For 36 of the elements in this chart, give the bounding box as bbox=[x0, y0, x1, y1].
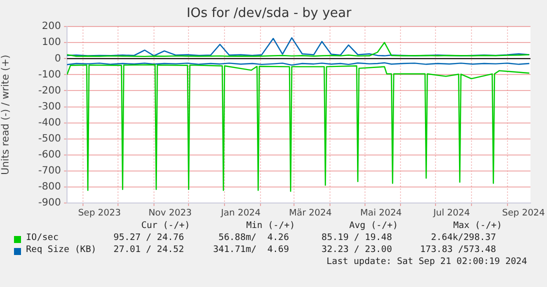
x-tick-label: Jul 2024 bbox=[432, 208, 470, 219]
text: Max (-/+) bbox=[453, 221, 502, 231]
legend-label: IO/sec bbox=[26, 233, 59, 243]
y-tick-label: -100 bbox=[38, 69, 61, 80]
text: 85.19 / 19.48 bbox=[322, 233, 392, 243]
y-tick-label: 200 bbox=[42, 21, 61, 32]
y-axis-title: Units read (-) / write (+) bbox=[0, 54, 12, 175]
x-tick-label: Mai 2024 bbox=[360, 208, 402, 219]
y-tick-label: -400 bbox=[38, 117, 61, 128]
y-tick-label: 100 bbox=[42, 37, 61, 48]
legend-label: Req Size (KB) bbox=[26, 245, 96, 255]
y-tick-label: -800 bbox=[38, 182, 61, 193]
text: 56.88m/ 4.26 bbox=[218, 233, 289, 243]
x-tick-label: Jan 2024 bbox=[220, 208, 261, 219]
chart-title: IOs for /dev/sda - by year bbox=[186, 6, 352, 22]
text: 27.01 / 24.52 bbox=[114, 245, 184, 255]
y-tick-label: -200 bbox=[38, 85, 61, 96]
x-tick-label: Sep 2023 bbox=[78, 208, 121, 219]
y-tick-label: -300 bbox=[38, 101, 61, 112]
text: Cur (-/+) bbox=[141, 221, 190, 231]
x-tick-label: Mär 2024 bbox=[288, 208, 332, 219]
text: 95.27 / 24.76 bbox=[114, 233, 184, 243]
y-tick-label: 0 bbox=[54, 53, 61, 64]
y-tick-label: -900 bbox=[38, 198, 61, 209]
y-tick-label: -600 bbox=[38, 149, 61, 160]
y-tick-label: -500 bbox=[38, 133, 61, 144]
text: 341.71m/ 4.69 bbox=[213, 245, 289, 255]
x-tick-label: Nov 2023 bbox=[148, 208, 192, 219]
text: Min (-/+) bbox=[246, 221, 295, 231]
text: Last update: Sat Sep 21 02:00:19 2024 bbox=[326, 257, 527, 267]
text: Avg (-/+) bbox=[349, 221, 398, 231]
text: 2.64k/298.37 bbox=[430, 233, 496, 243]
x-tick-label: Sep 2024 bbox=[502, 208, 546, 219]
y-tick-label: -700 bbox=[38, 166, 61, 177]
text: 173.83 /573.48 bbox=[420, 245, 496, 255]
text: 32.23 / 23.00 bbox=[322, 245, 392, 255]
